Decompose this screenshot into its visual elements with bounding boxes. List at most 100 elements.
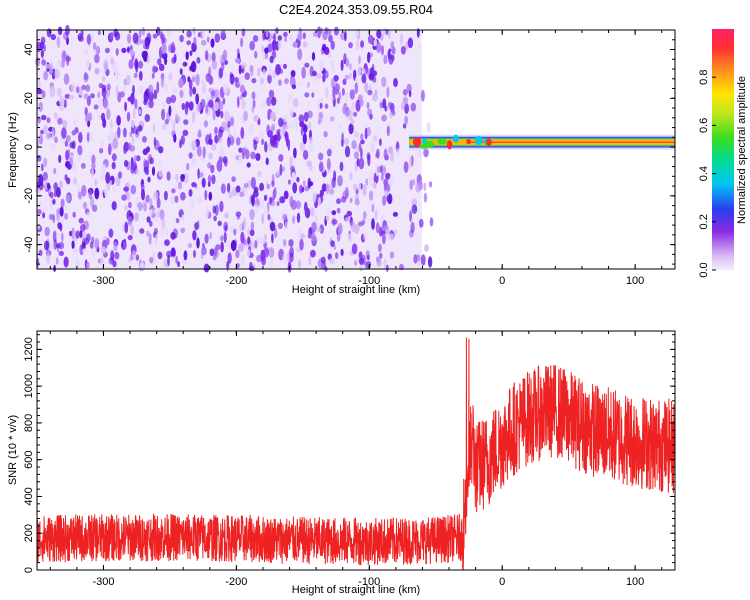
noise-blob [86, 132, 90, 143]
noise-blob [189, 50, 193, 56]
noise-blob [46, 228, 49, 235]
noise-blob [214, 101, 219, 111]
noise-blob [72, 211, 76, 218]
noise-blob [344, 186, 349, 199]
noise-blob [350, 103, 356, 113]
noise-blob [71, 130, 77, 136]
noise-blob [146, 230, 150, 237]
noise-blob [106, 83, 111, 91]
noise-blob [298, 259, 302, 269]
noise-blob [113, 28, 119, 38]
noise-blob [344, 74, 349, 80]
spectrogram-y-ticks: -40 -20 0 20 40 [23, 29, 675, 265]
noise-blob [277, 35, 283, 41]
noise-blob [65, 149, 69, 161]
noise-blob [45, 63, 51, 70]
noise-blob [331, 210, 337, 216]
noise-blob [188, 189, 193, 197]
noise-blob [393, 229, 398, 236]
noise-blob [106, 237, 110, 246]
noise-blob [175, 218, 180, 224]
noise-blob [348, 42, 353, 49]
noise-blob [235, 249, 240, 259]
noise-blob [271, 50, 277, 59]
noise-blob [50, 143, 56, 150]
noise-blob [360, 133, 364, 141]
spectrogram-tone [409, 134, 675, 150]
noise-blob [318, 161, 324, 173]
noise-blob [325, 206, 331, 214]
tone-blob [474, 135, 483, 145]
noise-blob [60, 214, 64, 225]
noise-blob [57, 222, 62, 230]
noise-blob [274, 227, 278, 239]
noise-blob [277, 131, 281, 142]
noise-blob [284, 220, 288, 230]
noise-blob [383, 178, 389, 187]
noise-blob [251, 91, 256, 100]
noise-blob [347, 233, 353, 243]
noise-blob [250, 151, 256, 160]
noise-blob [381, 173, 384, 181]
noise-blob [278, 117, 284, 128]
noise-blob [391, 109, 396, 116]
noise-blob [94, 67, 100, 75]
spectrogram-x-ticks: -300 -200 -100 0 100 [49, 30, 663, 287]
noise-blob [353, 183, 358, 191]
noise-blob [117, 126, 121, 139]
noise-blob [247, 236, 251, 245]
noise-blob [386, 86, 390, 98]
noise-blob [404, 103, 409, 114]
noise-blob [404, 115, 409, 125]
noise-blob [416, 254, 421, 262]
noise-blob [149, 208, 153, 216]
noise-blob [298, 114, 305, 123]
noise-blob [180, 135, 185, 145]
noise-blob [372, 75, 377, 83]
noise-blob [132, 84, 135, 96]
noise-blob [368, 84, 372, 92]
noise-blob [299, 238, 304, 251]
snr-frame [36, 330, 676, 571]
noise-blob [208, 152, 214, 160]
noise-blob [192, 111, 195, 124]
noise-blob [302, 32, 306, 40]
noise-blob [381, 114, 387, 122]
noise-blob [254, 50, 258, 59]
noise-blob [210, 38, 215, 48]
noise-blob [400, 45, 406, 55]
spectrogram-frame [36, 29, 676, 270]
noise-blob [35, 57, 41, 67]
noise-blob [186, 40, 191, 46]
noise-blob [56, 87, 62, 97]
noise-blob [141, 26, 145, 36]
noise-blob [376, 29, 382, 39]
noise-blob [197, 32, 201, 38]
noise-blob [149, 220, 153, 227]
noise-blob [165, 226, 169, 236]
noise-blob [405, 41, 409, 51]
noise-blob [232, 190, 238, 196]
noise-blob [281, 124, 286, 136]
noise-blob [386, 105, 390, 111]
noise-blob [183, 250, 188, 261]
noise-blob [323, 89, 327, 95]
noise-blob [259, 77, 264, 85]
noise-blob [94, 238, 100, 250]
noise-blob [235, 57, 241, 64]
noise-blob [358, 55, 361, 65]
noise-blob [104, 186, 109, 198]
noise-blob [230, 240, 237, 252]
noise-blob [356, 39, 360, 51]
noise-blob [56, 210, 61, 222]
noise-blob [91, 154, 96, 166]
x-tick-label: -200 [225, 275, 247, 287]
noise-blob [97, 91, 101, 99]
noise-blob [345, 58, 350, 67]
noise-blob [227, 120, 231, 128]
noise-blob [91, 247, 96, 258]
noise-blob [282, 166, 285, 172]
noise-blob [429, 217, 434, 227]
noise-blob [235, 211, 242, 217]
noise-blob [368, 170, 375, 181]
